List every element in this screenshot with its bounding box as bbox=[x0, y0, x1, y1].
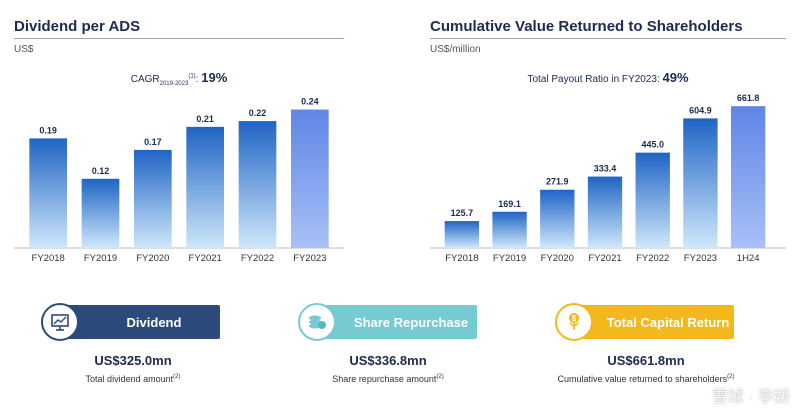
bar-fy2020 bbox=[540, 189, 575, 248]
x-tick-label: FY2021 bbox=[588, 253, 621, 264]
cagr-note: CAGR2019-2023(1): 19% bbox=[14, 70, 344, 87]
bar-fy2019 bbox=[81, 178, 120, 248]
cagr-value: 19% bbox=[201, 70, 228, 85]
right-panel-unit: US$/million bbox=[430, 44, 481, 55]
total-capital-return-description: Cumulative value returned to shareholder… bbox=[526, 374, 766, 384]
bar-value-label: 661.8 bbox=[737, 93, 760, 103]
total-capital-return-amount: US$661.8mn bbox=[607, 353, 685, 368]
bar-value-label: 0.21 bbox=[196, 114, 214, 124]
payout-ratio-value: 49% bbox=[662, 70, 689, 85]
bar-value-label: 333.4 bbox=[594, 164, 617, 174]
share-repurchase-description: Share repurchase amount(2) bbox=[268, 374, 508, 384]
bar-value-label: 445.0 bbox=[641, 140, 664, 150]
left-panel-title: Dividend per ADS bbox=[14, 18, 141, 35]
bar-fy2022 bbox=[635, 152, 670, 248]
bar-value-label: 0.24 bbox=[301, 97, 319, 107]
share-repurchase-badge-label: Share Repurchase bbox=[353, 314, 469, 330]
x-tick-label: FY2019 bbox=[84, 253, 117, 264]
share-repurchase-badge: Share Repurchase bbox=[317, 305, 477, 339]
bar-fy2018 bbox=[29, 138, 68, 248]
presentation-chart-icon bbox=[41, 303, 79, 341]
bar-fy2021 bbox=[186, 126, 225, 248]
cumulative-value-chart: 125.7 FY2018 169.1 FY2019 271.9 FY2020 333.4 FY… bbox=[430, 93, 786, 264]
bar-value-label: 0.12 bbox=[92, 166, 110, 176]
x-tick-label: FY2023 bbox=[293, 253, 326, 264]
bar-value-label: 0.17 bbox=[144, 137, 162, 147]
left-panel-divider bbox=[14, 38, 344, 39]
x-tick-label: FY2020 bbox=[541, 253, 574, 264]
bar-fy2019 bbox=[492, 211, 527, 248]
x-tick-label: FY2018 bbox=[445, 253, 478, 264]
dividend-amount: US$325.0mn bbox=[94, 353, 172, 368]
bar-value-label: 604.9 bbox=[689, 105, 712, 115]
dividend-description: Total dividend amount(2) bbox=[13, 374, 253, 384]
x-tick-label: FY2020 bbox=[136, 253, 169, 264]
bar-value-label: 271.9 bbox=[546, 177, 569, 187]
bar-fy2018 bbox=[444, 221, 480, 248]
x-tick-label: FY2018 bbox=[32, 253, 65, 264]
share-repurchase-description-text: Share repurchase amount bbox=[332, 374, 437, 384]
cagr-label: CAGR bbox=[130, 74, 160, 85]
x-tick-label: FY2021 bbox=[189, 253, 222, 264]
coins-stack-icon bbox=[298, 303, 336, 341]
money-plant-icon: $ bbox=[555, 303, 593, 341]
bar-fy2021 bbox=[587, 176, 623, 248]
payout-ratio-note: Total Payout Ratio in FY2023: 49% bbox=[430, 70, 786, 85]
bar-1h24 bbox=[730, 106, 766, 248]
bar-fy2020 bbox=[133, 149, 172, 248]
payout-ratio-label: Total Payout Ratio in FY2023: bbox=[527, 74, 660, 85]
watermark: 雪球 · 李妍 bbox=[711, 389, 790, 406]
cagr-separator: : bbox=[195, 74, 199, 85]
bar-fy2022 bbox=[238, 121, 277, 248]
share-repurchase-amount: US$336.8mn bbox=[349, 353, 427, 368]
cagr-period: 2019-2023 bbox=[159, 81, 189, 87]
x-tick-label: FY2023 bbox=[684, 253, 717, 264]
right-panel-divider bbox=[430, 38, 786, 39]
dividend-footnote: (2) bbox=[173, 374, 181, 380]
x-tick-label: 1H24 bbox=[737, 253, 760, 264]
total-capital-return-footnote: (2) bbox=[727, 374, 735, 380]
x-tick-label: FY2019 bbox=[493, 253, 526, 264]
bar-fy2023 bbox=[683, 118, 718, 248]
cagr-footnote: (1) bbox=[188, 73, 196, 80]
bar-value-label: 0.19 bbox=[39, 125, 57, 135]
bar-fy2023 bbox=[290, 109, 329, 249]
bar-value-label: 0.22 bbox=[249, 108, 267, 118]
total-capital-return-badge: Total Capital Return bbox=[574, 305, 734, 339]
share-repurchase-footnote: (2) bbox=[436, 374, 444, 380]
dividend-badge-label: Dividend bbox=[126, 314, 182, 330]
total-capital-return-description-text: Cumulative value returned to shareholder… bbox=[557, 374, 728, 384]
right-panel-title: Cumulative Value Returned to Shareholder… bbox=[430, 18, 743, 35]
x-tick-label: FY2022 bbox=[241, 253, 274, 264]
dividend-per-ads-chart: 0.19 FY2018 0.12 FY2019 0.17 FY2020 0.21 FY2021… bbox=[14, 97, 344, 264]
x-tick-label: FY2022 bbox=[636, 253, 669, 264]
bar-value-label: 125.7 bbox=[451, 208, 474, 218]
left-panel-unit: US$ bbox=[14, 44, 34, 55]
total-capital-return-badge-label: Total Capital Return bbox=[606, 314, 730, 330]
svg-text:$: $ bbox=[572, 314, 577, 323]
dividend-description-text: Total dividend amount bbox=[85, 374, 174, 384]
bar-value-label: 169.1 bbox=[498, 199, 521, 209]
dividend-badge: Dividend bbox=[60, 305, 220, 339]
